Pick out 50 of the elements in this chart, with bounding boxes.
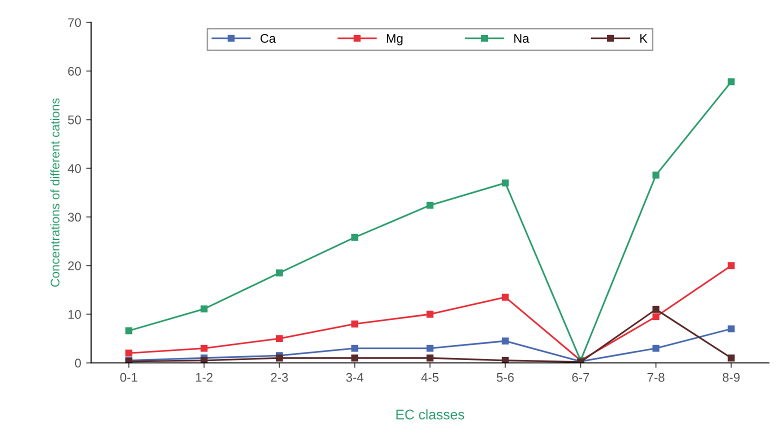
x-tick-label: 7-8 (648, 372, 664, 382)
x-tick-label: 3-4 (346, 372, 364, 382)
y-tick-label: 60 (68, 66, 81, 76)
point (502, 356, 509, 363)
point (351, 344, 358, 352)
point (200, 344, 208, 352)
y-tick-label: 10 (68, 310, 81, 319)
point (652, 172, 660, 179)
point (652, 313, 660, 320)
x-tick-label: 8-9 (722, 372, 740, 382)
point (502, 338, 509, 344)
point (426, 344, 434, 352)
y-tick-label: 30 (68, 212, 81, 222)
legend-label: Ca (260, 34, 276, 43)
point (426, 354, 434, 362)
point (426, 310, 434, 318)
x-tick-label: 4-5 (421, 373, 439, 382)
point (502, 294, 509, 301)
point (276, 335, 283, 342)
legend-label: Na (514, 34, 530, 43)
y-tick-label: 40 (68, 164, 81, 173)
legend-label: Mg (386, 34, 402, 46)
point (652, 344, 660, 352)
point (351, 320, 358, 328)
y-tick-label: 0 (74, 358, 81, 368)
point (351, 234, 358, 241)
point (728, 354, 735, 362)
point (200, 305, 208, 312)
point (502, 179, 509, 186)
point (426, 202, 434, 209)
x-tick-label: 1-2 (196, 372, 213, 382)
point (728, 325, 735, 332)
x-tick-label: 0-1 (120, 372, 138, 382)
point (728, 78, 735, 86)
x-axis-title: EC classes (396, 409, 464, 420)
point (652, 306, 660, 313)
point (351, 354, 358, 362)
x-tick-label: 6-7 (572, 372, 590, 382)
x-tick-label: 5-6 (496, 372, 514, 382)
point (125, 327, 132, 334)
point (276, 269, 283, 276)
point (276, 354, 283, 362)
y-tick-label: 70 (68, 18, 81, 28)
point (728, 262, 735, 270)
x-tick-label: 2-3 (271, 372, 288, 382)
legend-label: K (640, 34, 648, 43)
y-tick-label: 20 (68, 261, 81, 270)
y-tick-label: 50 (68, 115, 81, 124)
point (125, 350, 132, 357)
y-axis-title: Concentrations of different cations (50, 98, 60, 287)
